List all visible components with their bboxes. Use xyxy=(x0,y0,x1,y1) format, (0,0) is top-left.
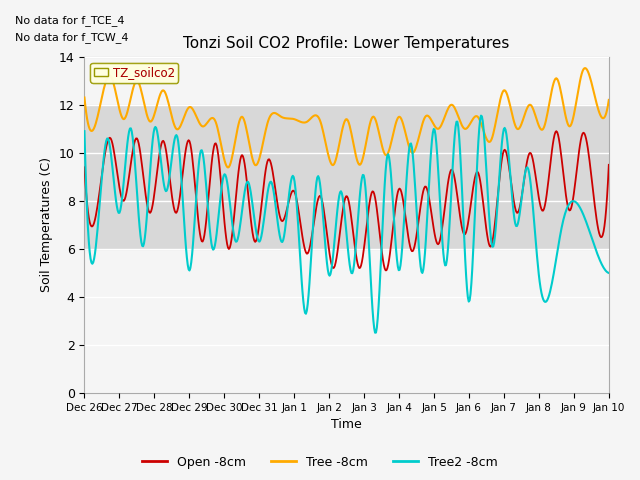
Legend: TZ_soilco2: TZ_soilco2 xyxy=(90,62,179,83)
Open -8cm xyxy=(173,208,181,214)
Line: Tree -8cm: Tree -8cm xyxy=(84,68,609,168)
Tree -8cm xyxy=(224,165,232,170)
Open -8cm xyxy=(476,178,484,183)
Tree2 -8cm xyxy=(476,117,484,122)
Tree2 -8cm xyxy=(371,330,379,336)
Open -8cm xyxy=(216,161,223,167)
Text: No data for f_TCW_4: No data for f_TCW_4 xyxy=(15,32,129,43)
Legend: Open -8cm, Tree -8cm, Tree2 -8cm: Open -8cm, Tree -8cm, Tree2 -8cm xyxy=(137,451,503,474)
Tree -8cm xyxy=(581,65,589,71)
Bar xyxy=(84,105,609,249)
Tree -8cm xyxy=(216,133,223,139)
Text: No data for f_TCE_4: No data for f_TCE_4 xyxy=(15,15,125,26)
Tree2 -8cm xyxy=(81,128,88,134)
Tree -8cm xyxy=(605,97,612,103)
Tree -8cm xyxy=(390,126,398,132)
Tree2 -8cm xyxy=(477,113,485,119)
Open -8cm xyxy=(381,267,389,273)
Open -8cm xyxy=(552,128,560,134)
Tree -8cm xyxy=(431,124,439,130)
Tree -8cm xyxy=(319,126,326,132)
Tree -8cm xyxy=(173,127,181,132)
Tree -8cm xyxy=(476,118,484,124)
Line: Tree2 -8cm: Tree2 -8cm xyxy=(84,116,609,333)
Tree2 -8cm xyxy=(431,132,439,138)
Open -8cm xyxy=(390,213,398,218)
X-axis label: Time: Time xyxy=(332,419,362,432)
Tree2 -8cm xyxy=(216,206,223,212)
Tree2 -8cm xyxy=(605,270,612,276)
Line: Open -8cm: Open -8cm xyxy=(84,131,609,270)
Tree2 -8cm xyxy=(390,222,398,228)
Y-axis label: Soil Temperatures (C): Soil Temperatures (C) xyxy=(40,157,53,292)
Title: Tonzi Soil CO2 Profile: Lower Temperatures: Tonzi Soil CO2 Profile: Lower Temperatur… xyxy=(184,36,510,51)
Open -8cm xyxy=(81,164,88,170)
Open -8cm xyxy=(318,196,326,202)
Open -8cm xyxy=(605,162,612,168)
Tree2 -8cm xyxy=(173,134,181,140)
Tree2 -8cm xyxy=(318,197,326,203)
Tree -8cm xyxy=(81,95,88,100)
Open -8cm xyxy=(431,235,439,241)
